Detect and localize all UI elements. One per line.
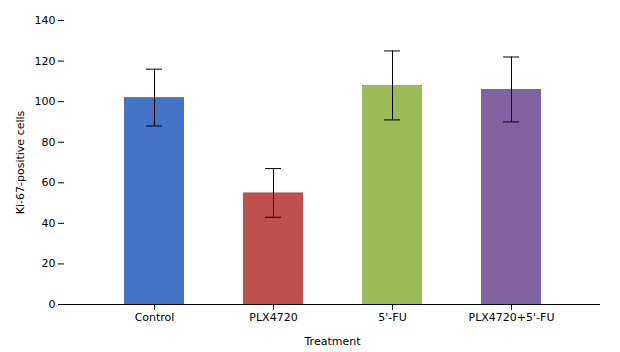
svg-text:Ki-67-positive cells: Ki-67-positive cells bbox=[14, 110, 27, 214]
svg-text:60: 60 bbox=[42, 176, 56, 189]
svg-text:PLX4720+5'-FU: PLX4720+5'-FU bbox=[469, 311, 555, 324]
svg-text:PLX4720: PLX4720 bbox=[249, 311, 297, 324]
svg-text:140: 140 bbox=[35, 14, 56, 27]
svg-text:Control: Control bbox=[135, 311, 175, 324]
svg-text:40: 40 bbox=[42, 217, 56, 230]
svg-text:5'-FU: 5'-FU bbox=[378, 311, 406, 324]
svg-text:Treatment: Treatment bbox=[304, 335, 362, 348]
svg-text:100: 100 bbox=[35, 95, 56, 108]
svg-text:0: 0 bbox=[49, 298, 56, 311]
svg-text:20: 20 bbox=[42, 257, 56, 270]
svg-text:120: 120 bbox=[35, 55, 56, 68]
svg-text:80: 80 bbox=[42, 136, 56, 149]
